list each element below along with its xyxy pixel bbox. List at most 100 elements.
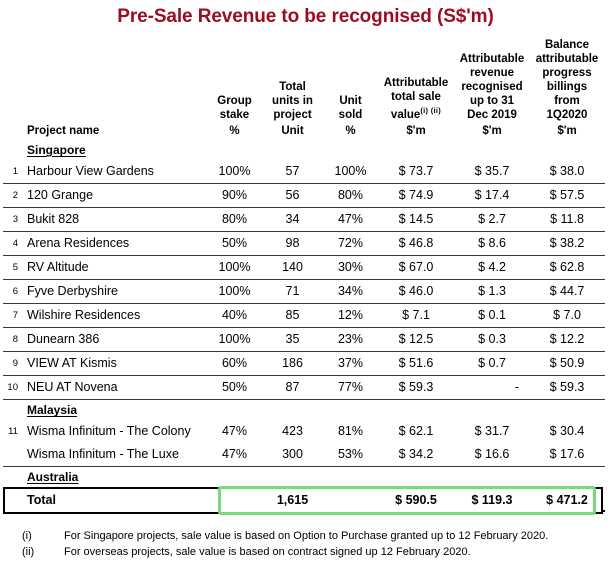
row-number: 8 xyxy=(3,327,23,352)
table-row[interactable]: 10 NEU AT Novena 50% 87 77% $ 59.3 - $ 5… xyxy=(3,375,605,400)
cell-total-units: 34 xyxy=(265,207,324,232)
header-attr-sale-l2: total sale xyxy=(391,91,441,104)
section-spacer xyxy=(3,467,23,488)
cell-unit-sold: 47% xyxy=(324,207,381,232)
cell-attributable-sale-value: $ 73.7 xyxy=(381,160,455,184)
header-attr-rev-l2: revenue xyxy=(469,67,515,79)
header-group-stake-unit: % xyxy=(229,125,240,137)
cell-group-stake: 90% xyxy=(208,183,265,208)
header-attr-rev-l1: Attributable xyxy=(459,53,525,65)
cell-balance-billings: $ 30.4 xyxy=(549,424,585,438)
footnote-marker: (ii) xyxy=(22,546,35,558)
row-number: 5 xyxy=(3,255,23,280)
header-project-name: Project name xyxy=(23,38,208,140)
footnote-text: For overseas projects, sale value is bas… xyxy=(64,546,471,558)
cell-attributable-sale-value: $ 67.0 xyxy=(381,255,455,280)
cell-attributable-revenue: $ 8.6 xyxy=(455,231,533,256)
header-balance-l5: 1Q2020 xyxy=(546,109,588,121)
header-group-stake: Group stake % xyxy=(208,38,265,140)
header-attr-rev-l4: up to 31 xyxy=(469,95,515,107)
row-number xyxy=(3,443,23,467)
header-attributable-revenue-recognised: Attributable revenue recognised up to 31… xyxy=(455,38,533,140)
total-attributable-sale-value: $ 590.5 xyxy=(395,493,437,507)
cell-attributable-revenue: $ 31.7 xyxy=(474,424,510,438)
header-row: Project name Group stake % Total units i… xyxy=(3,38,605,140)
row-number: 7 xyxy=(3,303,23,328)
footnotes: (i) For Singapore projects, sale value i… xyxy=(22,528,602,560)
cell-balance-billings: $ 44.7 xyxy=(533,279,605,304)
total-row: Total 1,615 $ 590.5 $ 119.3 $ 471.2 xyxy=(3,487,605,514)
header-rownum xyxy=(3,38,23,140)
row-number: 2 xyxy=(3,183,23,208)
cell-attributable-sale-value: $ 46.0 xyxy=(381,279,455,304)
header-attr-rev-l5: Dec 2019 xyxy=(467,109,517,121)
table-row[interactable]: 7 Wilshire Residences 40% 85 12% $ 7.1 $… xyxy=(3,303,605,328)
cell-attributable-sale-value: $ 12.5 xyxy=(381,327,455,352)
section-header-row: Malaysia xyxy=(3,400,605,421)
cell-attributable-sale-value: $ 14.5 xyxy=(381,207,455,232)
cell-project-name: Wisma Infinitum - The Colony xyxy=(27,424,191,438)
header-group-stake-l2: stake xyxy=(219,109,250,121)
cell-balance-billings: $ 11.8 xyxy=(533,207,605,232)
table-row[interactable]: 8 Dunearn 386 100% 35 23% $ 12.5 $ 0.3 $… xyxy=(3,327,605,352)
cell-balance-billings: $ 38.2 xyxy=(533,231,605,256)
table-row[interactable]: 6 Fyve Derbyshire 100% 71 34% $ 46.0 $ 1… xyxy=(3,279,605,304)
cell-attributable-revenue: $ 16.6 xyxy=(455,443,533,467)
cell-unit-sold: 81% xyxy=(337,424,364,438)
cell-total-units: 186 xyxy=(265,351,324,376)
table-row[interactable]: 4 Arena Residences 50% 98 72% $ 46.8 $ 8… xyxy=(3,231,605,256)
cell-balance-billings: $ 38.0 xyxy=(533,160,605,184)
cell-total-units: 87 xyxy=(265,375,324,400)
cell-project-name: Wisma Infinitum - The Luxe xyxy=(23,443,208,467)
section-header-malaysia: Malaysia xyxy=(23,400,605,421)
section-label: Australia xyxy=(27,470,79,484)
cell-total-units: 423 xyxy=(282,424,303,438)
total-units: 1,615 xyxy=(276,493,309,507)
cell-unit-sold: 34% xyxy=(324,279,381,304)
cell-balance-billings: $ 12.2 xyxy=(533,327,605,352)
cell-total-units: 71 xyxy=(265,279,324,304)
header-balance-l1: Balance xyxy=(544,39,590,51)
table-row[interactable]: 11 Wisma Infinitum - The Colony 47% 423 … xyxy=(3,420,605,443)
table-row[interactable]: 2 120 Grange 90% 56 80% $ 74.9 $ 17.4 $ … xyxy=(3,183,605,208)
cell-total-units: 56 xyxy=(265,183,324,208)
cell-project-name: VIEW AT Kismis xyxy=(23,351,208,376)
cell-unit-sold: 12% xyxy=(324,303,381,328)
section-header-row: Australia xyxy=(3,467,605,488)
row-number: 6 xyxy=(3,279,23,304)
page-title: Pre-Sale Revenue to be recognised (S$'m) xyxy=(117,6,494,27)
table-header: Project name Group stake % Total units i… xyxy=(3,38,605,140)
table-row[interactable]: Wisma Infinitum - The Luxe 47% 300 53% $… xyxy=(3,443,605,467)
cell-balance-billings: $ 7.0 xyxy=(533,303,605,328)
header-total-units: Total units in project Unit xyxy=(265,38,324,140)
footnote-text: For Singapore projects, sale value is ba… xyxy=(64,530,549,542)
cell-balance-billings: $ 57.5 xyxy=(533,183,605,208)
total-row-table: Total 1,615 $ 590.5 $ 119.3 $ 471.2 xyxy=(3,487,605,514)
table-row[interactable]: 3 Bukit 828 80% 34 47% $ 14.5 $ 2.7 $ 11… xyxy=(3,207,605,232)
table-row[interactable]: 9 VIEW AT Kismis 60% 186 37% $ 51.6 $ 0.… xyxy=(3,351,605,376)
cell-unit-sold: 77% xyxy=(324,375,381,400)
row-number: 10 xyxy=(3,375,23,400)
pre-sale-revenue-table-wrap: Project name Group stake % Total units i… xyxy=(3,38,605,512)
cell-attributable-revenue: $ 35.7 xyxy=(455,160,533,184)
header-balance-l3: progress xyxy=(542,67,592,79)
cell-project-name: 120 Grange xyxy=(23,183,208,208)
section-spacer xyxy=(3,140,23,160)
cell-balance-billings: $ 62.8 xyxy=(533,255,605,280)
cell-balance-billings: $ 59.3 xyxy=(533,375,605,400)
total-highlight-box xyxy=(218,486,596,515)
cell-unit-sold: 30% xyxy=(324,255,381,280)
cell-group-stake: 100% xyxy=(208,279,265,304)
total-label: Total xyxy=(27,493,56,507)
header-balance-l4: billings from xyxy=(546,81,588,107)
cell-group-stake: 40% xyxy=(208,303,265,328)
row-number: 11 xyxy=(8,426,18,437)
cell-group-stake: 60% xyxy=(208,351,265,376)
table-row[interactable]: 1 Harbour View Gardens 100% 57 100% $ 73… xyxy=(3,160,605,184)
header-total-units-l1: Total xyxy=(279,81,306,93)
cell-group-stake: 47% xyxy=(221,424,248,438)
table-row[interactable]: 5 RV Altitude 100% 140 30% $ 67.0 $ 4.2 … xyxy=(3,255,605,280)
cell-project-name: Bukit 828 xyxy=(23,207,208,232)
cell-project-name: NEU AT Novena xyxy=(23,375,208,400)
